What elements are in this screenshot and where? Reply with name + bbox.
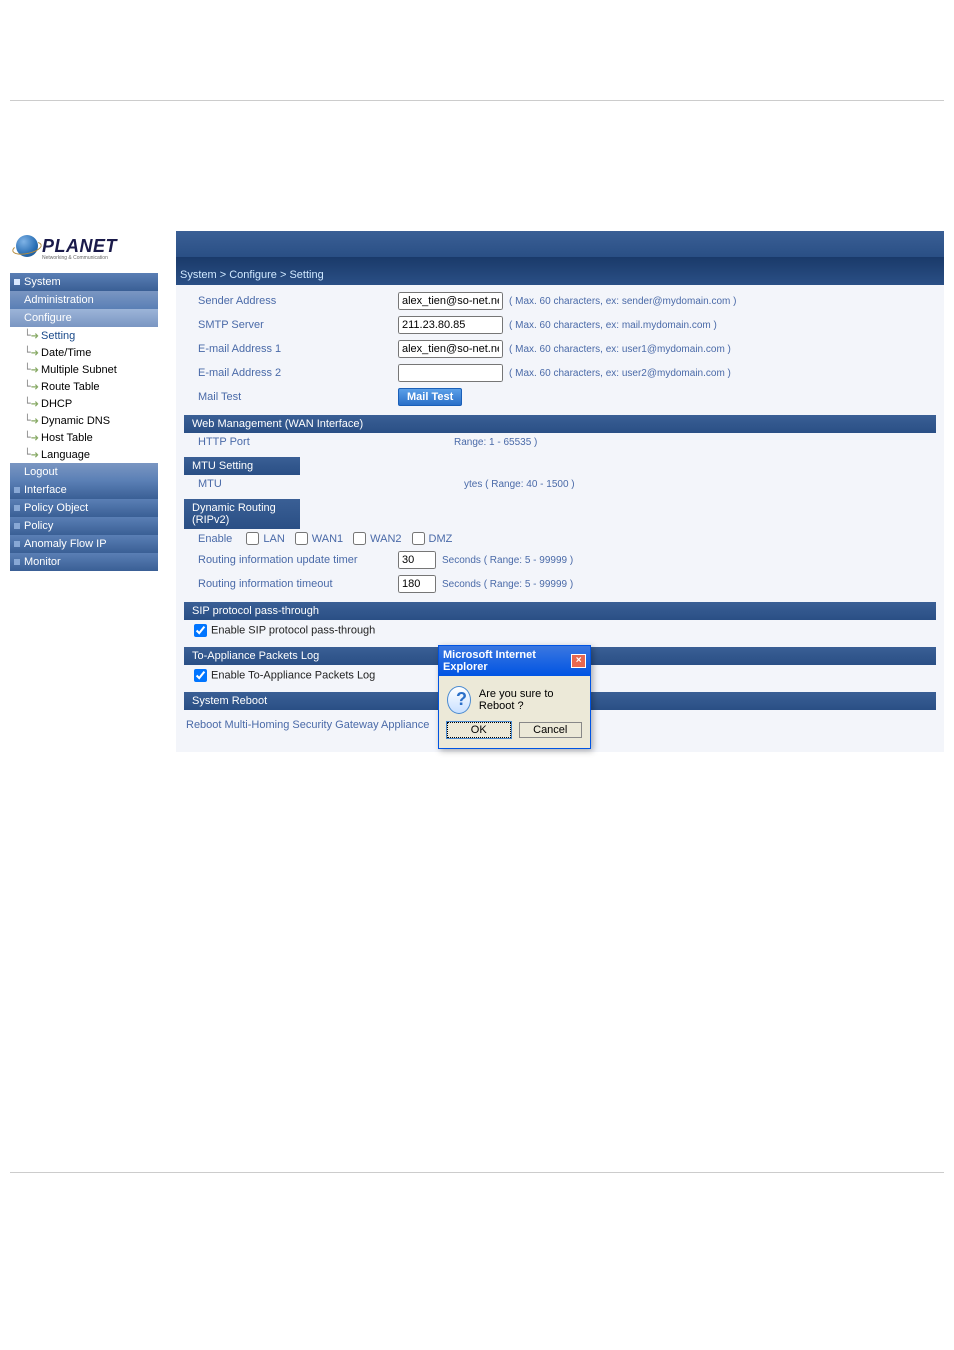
nav-item-configure[interactable]: Configure bbox=[10, 309, 158, 327]
smtp-server-hint: ( Max. 60 characters, ex: mail.mydomain.… bbox=[509, 320, 717, 331]
rip-update-input[interactable] bbox=[398, 551, 436, 569]
rip-update-hint: Seconds ( Range: 5 - 99999 ) bbox=[442, 555, 573, 566]
sip-enable-checkbox[interactable] bbox=[194, 624, 207, 637]
dialog-title: Microsoft Internet Explorer bbox=[443, 649, 571, 673]
email2-label: E-mail Address 2 bbox=[198, 367, 398, 379]
dialog-cancel-button[interactable]: Cancel bbox=[519, 722, 583, 738]
nav-item-administration[interactable]: Administration bbox=[10, 291, 158, 309]
rip-header: Dynamic Routing (RIPv2) bbox=[184, 499, 300, 529]
logo-tagline: Networking & Communication bbox=[42, 255, 158, 261]
rip-wan1-checkbox[interactable] bbox=[295, 532, 308, 545]
rip-timeout-input[interactable] bbox=[398, 575, 436, 593]
toapp-enable-checkbox[interactable] bbox=[194, 669, 207, 682]
rip-update-label: Routing information update timer bbox=[198, 554, 398, 566]
nav-item-policy-object[interactable]: Policy Object bbox=[10, 499, 158, 517]
rip-lan-label: LAN bbox=[263, 533, 284, 545]
mtu-header: MTU Setting bbox=[184, 457, 300, 475]
tree-item-setting[interactable]: └➜Setting bbox=[10, 327, 158, 344]
sender-address-hint: ( Max. 60 characters, ex: sender@mydomai… bbox=[509, 296, 736, 307]
email2-hint: ( Max. 60 characters, ex: user2@mydomain… bbox=[509, 368, 731, 379]
dialog-close-icon[interactable]: × bbox=[571, 654, 586, 668]
tree-item-route-table[interactable]: └➜Route Table bbox=[10, 378, 158, 395]
nav-item-policy[interactable]: Policy bbox=[10, 517, 158, 535]
sidebar: PLANET Networking & Communication System… bbox=[10, 231, 158, 752]
web-mgmt-header: Web Management (WAN Interface) bbox=[184, 415, 936, 433]
http-port-hint: Range: 1 - 65535 ) bbox=[454, 437, 537, 448]
sip-header: SIP protocol pass-through bbox=[184, 602, 936, 620]
tree-item-datetime[interactable]: └➜Date/Time bbox=[10, 344, 158, 361]
sip-enable-label: Enable SIP protocol pass-through bbox=[211, 624, 375, 636]
mail-test-button[interactable]: Mail Test bbox=[398, 388, 462, 406]
toapp-enable-label: Enable To-Appliance Packets Log bbox=[211, 669, 375, 681]
rip-timeout-label: Routing information timeout bbox=[198, 578, 398, 590]
tree-item-dhcp[interactable]: └➜DHCP bbox=[10, 395, 158, 412]
reboot-label: Reboot Multi-Homing Security Gateway App… bbox=[186, 719, 429, 731]
confirm-dialog: Microsoft Internet Explorer × Are you su… bbox=[438, 645, 591, 749]
http-port-label: HTTP Port bbox=[198, 436, 448, 448]
top-bar bbox=[176, 231, 944, 257]
rip-wan2-checkbox[interactable] bbox=[353, 532, 366, 545]
nav-item-logout[interactable]: Logout bbox=[10, 463, 158, 481]
tree-item-multiple-subnet[interactable]: └➜Multiple Subnet bbox=[10, 361, 158, 378]
logo-text: PLANET bbox=[42, 236, 117, 257]
tree-item-language[interactable]: └➜Language bbox=[10, 446, 158, 463]
nav-item-interface[interactable]: Interface bbox=[10, 481, 158, 499]
rip-dmz-checkbox[interactable] bbox=[412, 532, 425, 545]
rip-lan-checkbox[interactable] bbox=[246, 532, 259, 545]
logo-globe-icon bbox=[16, 235, 38, 257]
smtp-server-label: SMTP Server bbox=[198, 319, 398, 331]
email1-label: E-mail Address 1 bbox=[198, 343, 398, 355]
rip-enable-label: Enable bbox=[198, 533, 232, 545]
tree-item-host-table[interactable]: └➜Host Table bbox=[10, 429, 158, 446]
rip-timeout-hint: Seconds ( Range: 5 - 99999 ) bbox=[442, 579, 573, 590]
email1-hint: ( Max. 60 characters, ex: user1@mydomain… bbox=[509, 344, 731, 355]
question-icon bbox=[447, 686, 471, 714]
email1-input[interactable] bbox=[398, 340, 503, 358]
breadcrumb: System > Configure > Setting bbox=[176, 257, 944, 285]
dialog-ok-button[interactable]: OK bbox=[447, 722, 511, 738]
rip-dmz-label: DMZ bbox=[429, 533, 453, 545]
nav-item-anomaly[interactable]: Anomaly Flow IP bbox=[10, 535, 158, 553]
nav-item-monitor[interactable]: Monitor bbox=[10, 553, 158, 571]
rip-wan2-label: WAN2 bbox=[370, 533, 401, 545]
mtu-hint: ytes ( Range: 40 - 1500 ) bbox=[464, 479, 575, 490]
mail-test-label: Mail Test bbox=[198, 391, 398, 403]
email2-input[interactable] bbox=[398, 364, 503, 382]
tree-item-dynamic-dns[interactable]: └➜Dynamic DNS bbox=[10, 412, 158, 429]
nav-item-system[interactable]: System bbox=[10, 273, 158, 291]
rip-wan1-label: WAN1 bbox=[312, 533, 343, 545]
dialog-message: Are you sure to Reboot ? bbox=[479, 688, 582, 712]
sender-address-input[interactable] bbox=[398, 292, 503, 310]
sender-address-label: Sender Address bbox=[198, 295, 398, 307]
logo: PLANET Networking & Communication bbox=[10, 231, 158, 273]
mtu-label: MTU bbox=[198, 478, 458, 490]
smtp-server-input[interactable] bbox=[398, 316, 503, 334]
